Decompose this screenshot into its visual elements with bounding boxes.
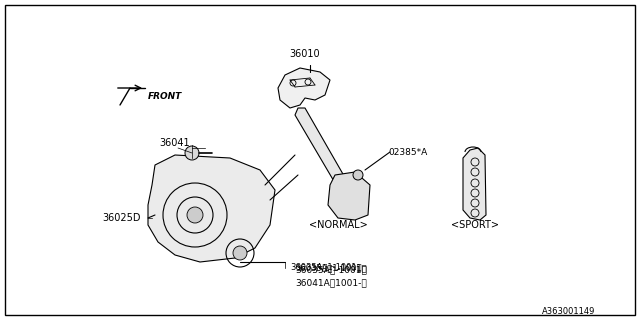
Text: 36035A「-1001」: 36035A「-1001」 bbox=[295, 265, 367, 274]
Text: 02385*A: 02385*A bbox=[388, 148, 428, 157]
Polygon shape bbox=[295, 108, 355, 200]
Circle shape bbox=[233, 246, 247, 260]
Text: 36010: 36010 bbox=[290, 49, 320, 59]
Polygon shape bbox=[148, 155, 275, 262]
Text: 36035A　1-1001、: 36035A 1-1001、 bbox=[295, 263, 367, 272]
Text: 36035A　1-1001、: 36035A 1-1001、 bbox=[290, 262, 362, 271]
Text: 36041: 36041 bbox=[160, 138, 190, 148]
Polygon shape bbox=[278, 68, 330, 108]
Text: 36041A「1001-」: 36041A「1001-」 bbox=[295, 278, 367, 287]
Circle shape bbox=[185, 146, 199, 160]
Text: <NORMAL>: <NORMAL> bbox=[308, 220, 367, 230]
Polygon shape bbox=[463, 148, 486, 220]
Text: FRONT: FRONT bbox=[148, 92, 182, 101]
Circle shape bbox=[353, 170, 363, 180]
Text: A363001149: A363001149 bbox=[541, 307, 595, 316]
Circle shape bbox=[187, 207, 203, 223]
Text: 36025D: 36025D bbox=[102, 213, 141, 223]
Text: <SPORT>: <SPORT> bbox=[451, 220, 499, 230]
Polygon shape bbox=[328, 172, 370, 220]
